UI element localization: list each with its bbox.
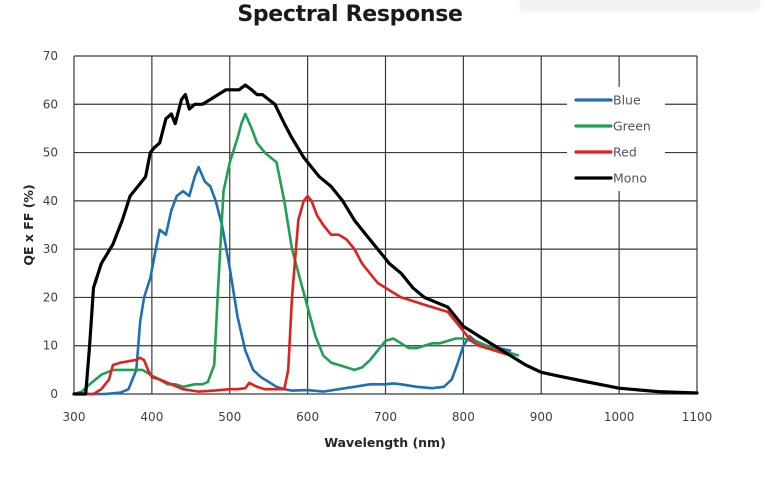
x-tick-label: 700	[374, 410, 397, 424]
x-tick-label: 900	[530, 410, 553, 424]
x-tick-label: 500	[218, 410, 241, 424]
y-tick-label: 40	[43, 194, 58, 208]
series-line-red	[72, 194, 699, 396]
x-tick-label: 400	[140, 410, 163, 424]
x-tick-label: 300	[63, 410, 86, 424]
legend: Blue Green Red Mono	[574, 93, 651, 186]
y-tick-label: 20	[43, 290, 58, 304]
window-edge	[520, 0, 760, 8]
x-tick-label: 1000	[604, 410, 635, 424]
series-line-blue	[72, 165, 512, 396]
y-tick-label: 0	[50, 387, 58, 401]
grid	[73, 55, 698, 395]
y-tick-label: 10	[43, 339, 58, 353]
legend-label-mono: Mono	[613, 171, 647, 186]
series-lines	[72, 83, 699, 396]
x-axis-label: Wavelength (nm)	[324, 435, 446, 450]
legend-background	[567, 87, 665, 191]
series-line-mono	[72, 83, 699, 396]
y-tick-label: 30	[43, 242, 58, 256]
y-tick-labels: 0 10 20 30 40 50 60 70	[43, 49, 58, 401]
legend-label-red: Red	[613, 145, 637, 160]
chart-title: Spectral Response	[237, 2, 463, 27]
legend-label-blue: Blue	[613, 93, 641, 108]
legend-label-green: Green	[613, 119, 651, 134]
x-tick-label: 800	[452, 410, 475, 424]
y-tick-label: 50	[43, 146, 58, 160]
x-tick-label: 1100	[682, 410, 713, 424]
y-tick-label: 60	[43, 97, 58, 111]
y-axis-label: QE x FF (%)	[21, 184, 36, 265]
y-tick-label: 70	[43, 49, 58, 63]
x-tick-label: 600	[296, 410, 319, 424]
x-tick-labels: 300 400 500 600 700 800 900 1000 1100	[63, 410, 713, 424]
